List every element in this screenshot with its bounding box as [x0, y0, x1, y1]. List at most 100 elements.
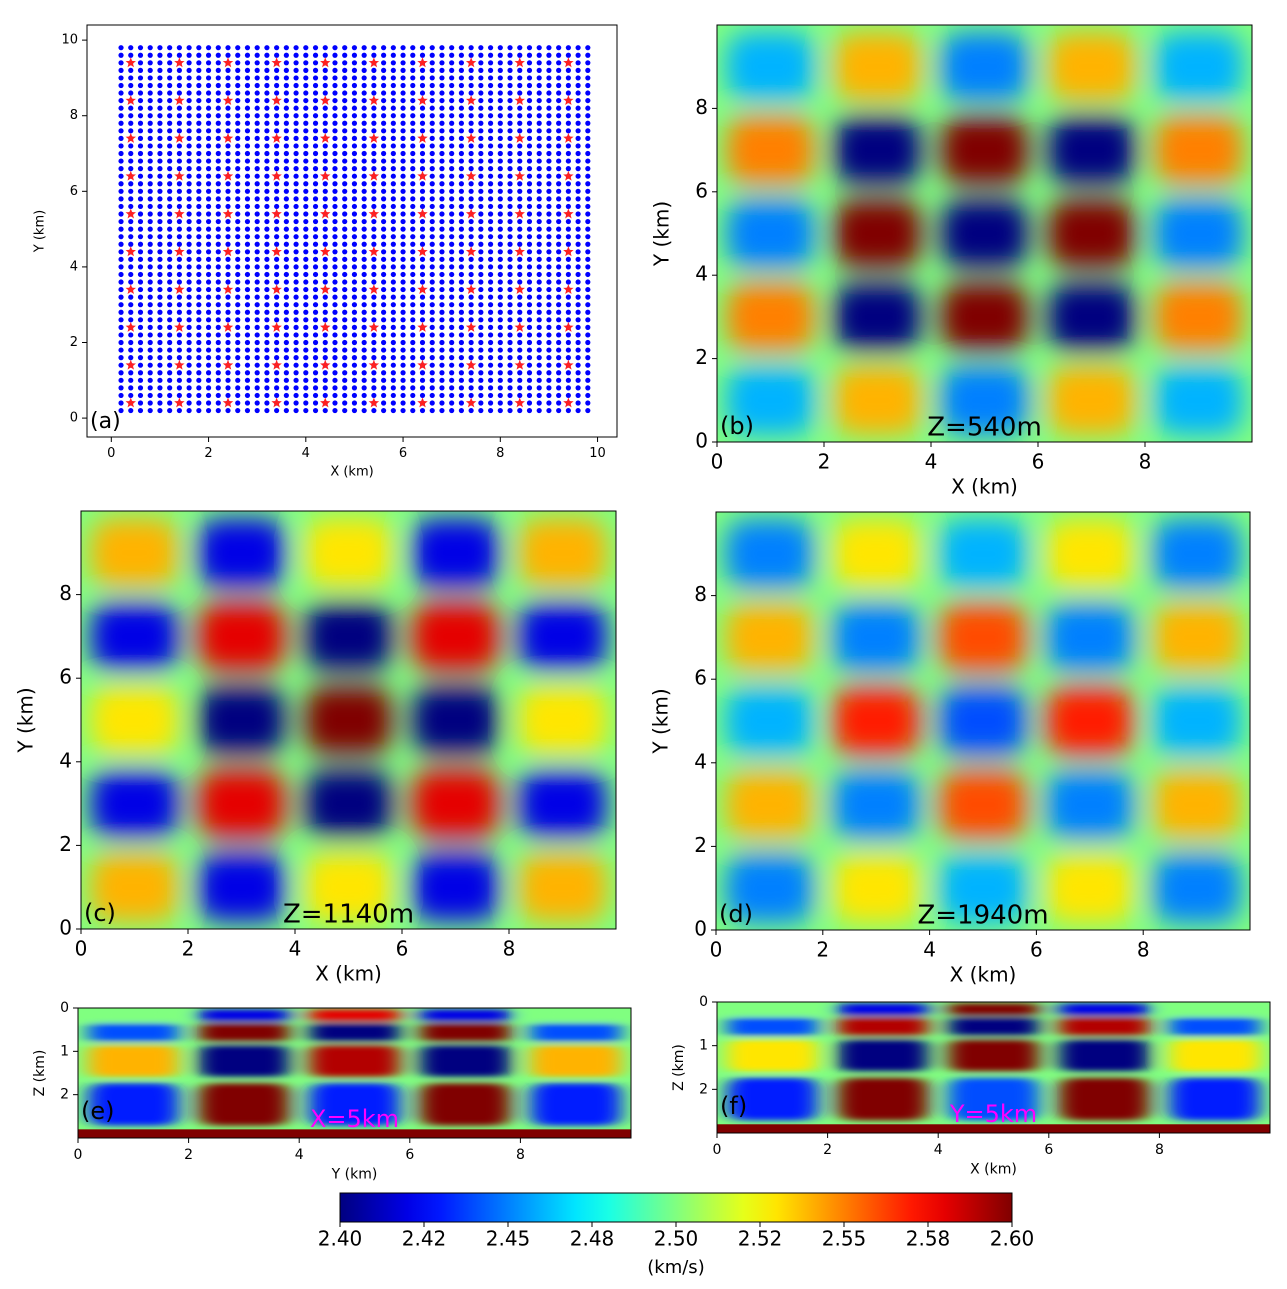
station: [497, 385, 503, 391]
station: [361, 324, 367, 330]
station: [536, 158, 542, 164]
anomaly: [1047, 282, 1136, 352]
anomaly: [87, 1083, 179, 1126]
station: [342, 166, 348, 172]
station: [186, 271, 192, 278]
station: [497, 105, 503, 111]
station: [128, 241, 134, 247]
station: [410, 302, 416, 308]
station: [371, 196, 377, 202]
station: [254, 392, 260, 399]
anomaly: [1154, 366, 1243, 435]
station: [575, 309, 581, 315]
station: [322, 52, 328, 58]
anomaly: [939, 853, 1027, 923]
station: [429, 143, 435, 149]
station: [118, 302, 124, 308]
station: [157, 279, 163, 285]
station: [439, 249, 445, 255]
source: [222, 57, 234, 68]
station: [381, 75, 387, 81]
station: [128, 67, 134, 73]
station: [458, 166, 465, 172]
station: [546, 67, 552, 73]
station: [176, 234, 182, 240]
station: [546, 370, 552, 376]
station: [322, 226, 328, 232]
station: [274, 218, 280, 225]
station: [147, 105, 153, 111]
anomaly: [1152, 686, 1241, 756]
source: [514, 95, 525, 106]
station: [497, 309, 503, 315]
station: [186, 355, 192, 361]
station: [507, 105, 513, 111]
station: [565, 120, 571, 126]
station: [497, 249, 503, 255]
station: [322, 128, 328, 134]
station: [429, 158, 435, 164]
station: [235, 150, 241, 157]
station: [274, 241, 280, 247]
anomaly: [833, 199, 922, 268]
station: [497, 392, 503, 399]
station: [439, 188, 445, 194]
station: [371, 203, 377, 210]
station: [458, 249, 465, 255]
anomaly: [940, 366, 1029, 435]
station: [439, 218, 445, 225]
station: [322, 113, 328, 119]
station: [196, 377, 202, 383]
station: [118, 370, 124, 376]
station: [478, 302, 484, 308]
station: [225, 166, 231, 172]
station: [215, 166, 221, 172]
station: [410, 128, 416, 134]
station: [410, 256, 416, 262]
station: [312, 105, 319, 111]
station: [332, 256, 338, 262]
station: [575, 173, 581, 179]
source: [368, 132, 380, 143]
station: [293, 234, 299, 240]
station: [439, 97, 445, 104]
station: [312, 97, 319, 104]
station: [419, 90, 426, 96]
station: [487, 218, 494, 225]
station: [322, 158, 328, 164]
station: [556, 60, 562, 66]
station: [205, 332, 212, 338]
station: [478, 309, 484, 315]
station: [419, 166, 426, 172]
station: [332, 113, 338, 119]
station: [176, 196, 182, 202]
station: [439, 400, 445, 406]
station: [565, 355, 571, 361]
station: [478, 128, 484, 134]
source: [563, 359, 574, 370]
station: [215, 45, 221, 51]
station: [137, 377, 144, 383]
station: [196, 294, 202, 300]
station: [439, 407, 445, 414]
anomaly: [304, 769, 393, 838]
station: [205, 113, 212, 119]
station: [546, 218, 552, 225]
station: [167, 241, 173, 247]
station: [274, 279, 280, 285]
station: [167, 407, 173, 414]
station: [274, 166, 280, 172]
station: [507, 45, 513, 51]
station: [546, 158, 552, 164]
station: [468, 113, 474, 119]
y-tick-label: 6: [70, 184, 78, 199]
station: [176, 241, 182, 247]
station: [264, 309, 270, 315]
station: [342, 370, 348, 376]
station: [419, 188, 426, 194]
station: [186, 150, 192, 157]
station: [390, 158, 396, 164]
station: [371, 392, 377, 399]
station: [497, 90, 503, 96]
station: [487, 385, 494, 391]
